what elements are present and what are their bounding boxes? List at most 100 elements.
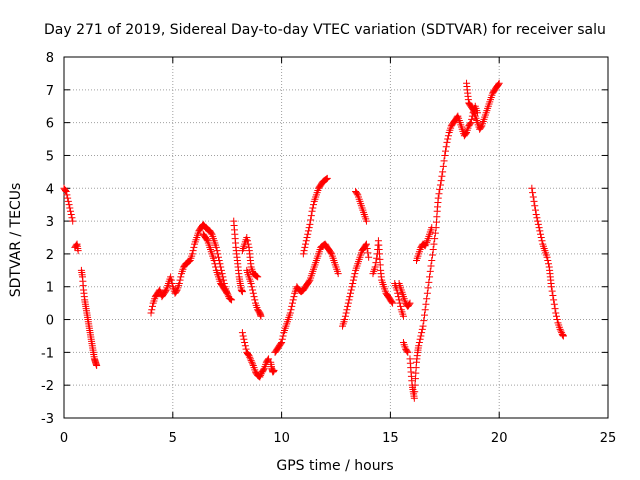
data-point [444, 132, 452, 140]
data-point [534, 220, 542, 228]
data-point [347, 286, 355, 294]
data-point [241, 339, 249, 347]
data-point [162, 287, 170, 295]
y-axis-label: SDTVAR / TECUs [8, 183, 24, 298]
data-point [247, 279, 255, 287]
data-point [444, 135, 452, 143]
data-point [431, 229, 439, 237]
data-point [420, 311, 428, 319]
data-point [248, 358, 256, 366]
y-tick-label: -2 [41, 379, 54, 394]
data-point [442, 143, 450, 151]
data-point [345, 296, 353, 304]
y-tick-label: 1 [46, 281, 54, 296]
data-point [249, 360, 257, 368]
data-point [431, 235, 439, 243]
data-point [430, 240, 438, 248]
data-point [350, 273, 358, 281]
data-point [327, 249, 335, 257]
data-point [322, 176, 330, 184]
grid-lines [64, 57, 608, 418]
data-point [244, 240, 252, 248]
data-point [550, 300, 558, 308]
data-point [395, 296, 403, 304]
y-tick-label: 7 [46, 84, 54, 99]
data-point [364, 249, 372, 257]
data-point [167, 276, 175, 284]
data-point [556, 325, 564, 333]
data-point [172, 287, 180, 295]
data-point [288, 299, 296, 307]
data-point [223, 289, 231, 297]
data-point [207, 229, 215, 237]
data-point [421, 306, 429, 314]
data-point [437, 177, 445, 185]
data-point [441, 151, 449, 159]
data-point [305, 224, 313, 232]
data-point [203, 236, 211, 244]
data-point [494, 80, 502, 88]
data-point [61, 186, 69, 194]
data-point [301, 243, 309, 251]
data-point [439, 162, 447, 170]
data-point [148, 302, 156, 310]
data-point [176, 276, 184, 284]
data-point [323, 174, 331, 182]
data-point [426, 273, 434, 281]
data-point [417, 332, 425, 340]
data-point [243, 234, 251, 241]
data-point [188, 250, 196, 258]
data-point [427, 262, 435, 270]
data-point [418, 329, 426, 337]
data-point [302, 237, 310, 245]
data-point [495, 79, 503, 87]
data-points [60, 79, 567, 402]
data-point [557, 327, 565, 335]
x-tick-label: 5 [169, 431, 177, 446]
data-point [67, 211, 75, 219]
data-point [69, 217, 77, 225]
data-point [190, 243, 198, 251]
data-point [65, 201, 73, 209]
data-point [168, 279, 176, 287]
data-point [218, 270, 226, 278]
data-point [477, 123, 485, 131]
data-point [306, 220, 314, 228]
data-point [259, 366, 267, 374]
data-point [406, 299, 414, 307]
data-point [532, 211, 540, 219]
y-tick-label: -1 [41, 346, 54, 361]
data-point [309, 204, 317, 212]
data-point [147, 309, 155, 317]
x-tick-label: 15 [382, 431, 399, 446]
data-point [66, 204, 74, 212]
data-point [462, 130, 470, 138]
data-point [300, 247, 308, 255]
data-point [423, 295, 431, 303]
data-point [177, 273, 185, 281]
data-point [537, 234, 545, 241]
data-point [64, 194, 72, 202]
tick-labels: 0 5 10 15 20 25 -3 -2 -1 0 1 2 3 4 5 6 7 8 [41, 51, 616, 446]
data-point [538, 237, 546, 245]
data-point [411, 388, 419, 396]
data-point [438, 172, 446, 180]
data-point [529, 189, 537, 197]
data-point [529, 193, 537, 201]
data-point [549, 291, 557, 299]
data-point [468, 104, 476, 112]
data-point [256, 373, 264, 381]
data-point [257, 312, 265, 320]
data-point [246, 355, 254, 363]
data-point [244, 237, 252, 245]
data-point [434, 194, 442, 202]
data-point [250, 293, 258, 301]
data-point [323, 175, 331, 183]
data-point [270, 366, 278, 374]
data-point [228, 296, 236, 304]
y-tick-label: 6 [46, 117, 54, 132]
data-point [227, 295, 235, 303]
data-point [238, 288, 246, 296]
y-tick-label: 4 [46, 182, 54, 197]
data-point [310, 201, 318, 209]
